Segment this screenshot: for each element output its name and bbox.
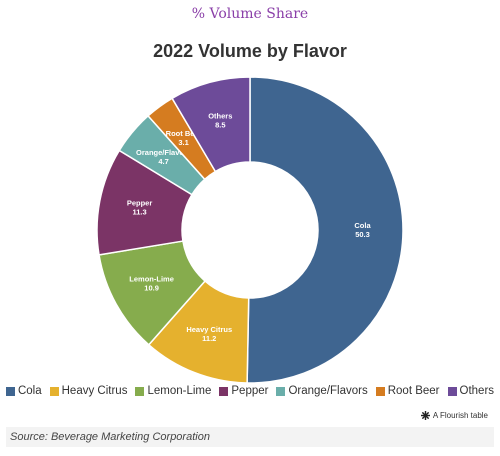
legend-swatch: [447, 386, 457, 396]
slice-label: Heavy Citrus: [186, 325, 232, 334]
legend: Cola Heavy Citrus Lemon-Lime Pepper Orange/F…: [0, 385, 500, 397]
slice-value: 11.2: [202, 334, 216, 343]
slice-value: 3.1: [178, 138, 188, 147]
legend-item: Root Beer: [375, 385, 440, 397]
header: % Volume Share: [191, 6, 309, 22]
credit: A Flourish table: [420, 411, 488, 420]
legend-swatch: [49, 386, 59, 396]
legend-label: Cola: [17, 385, 42, 397]
slice-value: 8.5: [215, 120, 225, 129]
legend-swatch: [276, 386, 286, 396]
donut-slice: [246, 76, 404, 384]
legend-swatch: [135, 386, 145, 396]
legend-item: Others: [447, 385, 495, 397]
slice-label: Others: [208, 111, 232, 120]
legend-swatch: [5, 386, 15, 396]
slice-value: 4.7: [158, 157, 168, 166]
slice-label: Cola: [354, 221, 371, 230]
slice-label: Root Beer: [166, 129, 202, 138]
legend-item: Pepper: [219, 385, 268, 397]
legend-label: Root Beer: [387, 385, 440, 397]
slice-label: Orange/Flavors: [136, 148, 191, 157]
slice-label: Pepper: [127, 199, 153, 208]
legend-swatch: [375, 386, 385, 396]
slice-value: 10.9: [144, 283, 159, 292]
legend-label: Lemon-Lime: [147, 385, 212, 397]
legend-label: Others: [459, 385, 495, 397]
legend-label: Pepper: [231, 385, 269, 397]
legend-item: Heavy Citrus: [49, 385, 128, 397]
flourish-icon: [420, 411, 430, 420]
slice-label: Lemon-Lime: [129, 274, 174, 283]
legend-item: Lemon-Lime: [135, 385, 211, 397]
donut-slice: [171, 76, 251, 173]
slice-value: 50.3: [355, 230, 370, 239]
legend-item: Cola: [5, 385, 42, 397]
legend-label: Heavy Citrus: [61, 385, 128, 397]
legend-item: Orange/Flavors: [276, 385, 368, 397]
slice-value: 11.3: [132, 208, 146, 217]
credit-text: A Flourish table: [432, 411, 488, 420]
source: Source: Beverage Marketing Corporation: [6, 427, 494, 447]
legend-label: Orange/Flavors: [288, 385, 368, 397]
legend-swatch: [219, 386, 229, 396]
chart-title: 2022 Volume by Flavor: [153, 41, 347, 61]
